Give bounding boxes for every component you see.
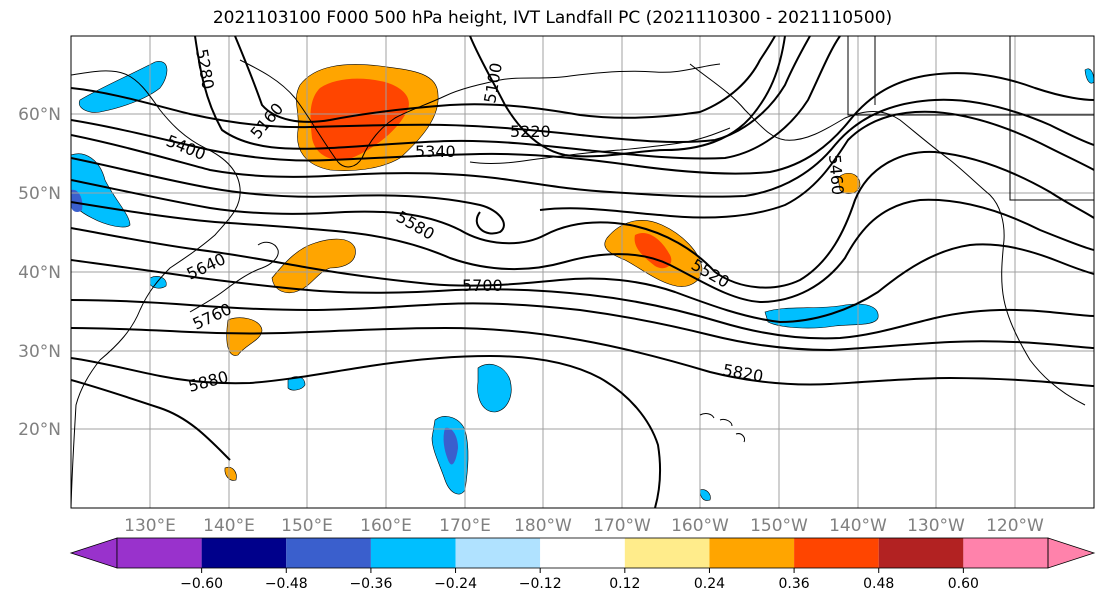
contour-5700 <box>71 259 1094 340</box>
contour-5400 <box>71 98 1094 198</box>
contour-5580 <box>71 198 1094 304</box>
ivt-neg-small-3 <box>699 489 711 501</box>
contour-5460 <box>71 110 1094 235</box>
lon-label-150w: 150°W <box>750 516 808 536</box>
colorbar-tick-label: 0.36 <box>779 576 810 592</box>
colorbar-tick-label: −0.12 <box>519 576 562 592</box>
colorbar-bin <box>624 538 710 568</box>
colorbar-tick-label: 0.60 <box>948 576 979 592</box>
colorbar-bins <box>117 538 1048 568</box>
coast-aleutians <box>469 127 731 164</box>
colorbar-bin <box>201 538 287 568</box>
ivt-neg-small-4 <box>1084 68 1094 84</box>
ivt-small-3 <box>224 467 237 481</box>
colorbar-bin <box>709 538 795 568</box>
coastlines <box>71 36 1094 508</box>
colorbar-bin <box>878 538 964 568</box>
colorbar-bin <box>540 538 625 568</box>
ivt-kamchatka-core <box>310 78 409 160</box>
ivt-ne-pacific-core <box>634 232 672 269</box>
lat-label-30: 30°N <box>18 342 61 362</box>
contour-5820 <box>71 326 1094 387</box>
lon-label-140w: 140°W <box>829 516 887 536</box>
coast-hawaii <box>699 413 745 443</box>
colorbar-tick-label: 0.48 <box>863 576 894 592</box>
ivt-neg-hawaii-w-core <box>443 427 458 465</box>
contour-5640 <box>71 227 1094 324</box>
colorbar-tick-label: 0.24 <box>694 576 725 592</box>
lon-label-130w: 130°W <box>907 516 965 536</box>
coast-asia <box>71 70 241 508</box>
colorbar-tick-label: 0.12 <box>609 576 640 592</box>
contour-5160 <box>234 36 776 123</box>
coast-alaska <box>689 63 1086 406</box>
colorbar-tick-label: −0.60 <box>180 576 223 592</box>
map-title: 2021103100 F000 500 hPa height, IVT Land… <box>212 8 893 28</box>
colorbar-bin <box>455 538 541 568</box>
ivt-neg-mid <box>477 364 512 413</box>
contour-5520 <box>71 150 1094 289</box>
lon-label-180w: 180°W <box>514 516 572 536</box>
lon-label-170e: 170°E <box>439 516 491 536</box>
contour-label-5700: 5700 <box>462 276 503 295</box>
ivt-japan-east <box>271 238 356 293</box>
ivt-neg-small-2 <box>149 276 167 289</box>
coast-kamchatka <box>239 59 721 168</box>
colorbar-tick-label: −0.48 <box>265 576 308 592</box>
coast-canada-bc <box>847 36 1094 201</box>
contour-5880 <box>71 354 662 508</box>
contour-5340 <box>71 72 1094 175</box>
lat-label-50: 50°N <box>18 184 61 204</box>
colorbar-border <box>116 537 1049 569</box>
latitude-labels: 60°N 50°N 40°N 30°N 20°N <box>18 105 61 440</box>
lon-label-150e: 150°E <box>281 516 333 536</box>
contour-5760 <box>71 299 1094 352</box>
map-border <box>70 35 1095 509</box>
colorbar-bin <box>117 538 202 568</box>
lon-label-140e: 140°E <box>203 516 255 536</box>
ivt-neg-west-core <box>71 189 83 213</box>
coast-japan <box>189 241 279 313</box>
contour-label-group: 5280 5100 5160 5400 5220 5340 5460 5580 … <box>164 47 848 395</box>
lon-label-160w: 160°W <box>671 516 729 536</box>
colorbar-tick-label: −0.36 <box>349 576 392 592</box>
colorbar-ticks: −0.60 −0.48 −0.36 −0.24 −0.12 0.12 0.24 0.36 0.4… <box>180 568 979 592</box>
colorbar-max-extension <box>1047 537 1096 569</box>
lon-label-160e: 160°E <box>360 516 412 536</box>
colorbar-bin <box>286 538 371 568</box>
longitude-labels: 130°E 140°E 150°E 160°E 170°E 180°W 170°… <box>124 516 1044 536</box>
colorbar-bin <box>370 538 456 568</box>
contour-5280 <box>194 36 841 160</box>
contour-label-5340: 5340 <box>415 142 456 161</box>
lat-label-60: 60°N <box>18 105 61 125</box>
lon-label-130e: 130°E <box>124 516 176 536</box>
colorbar-bin <box>963 538 1048 568</box>
contour-5880-b <box>71 379 231 461</box>
lat-label-40: 40°N <box>18 263 61 283</box>
contour-label-5460: 5460 <box>825 154 847 196</box>
lon-label-170w: 170°W <box>593 516 651 536</box>
ivt-neg-west-1 <box>78 61 168 113</box>
colorbar-min-extension <box>69 537 118 569</box>
lat-label-20: 20°N <box>18 420 61 440</box>
colorbar: −0.60 −0.48 −0.36 −0.24 −0.12 0.12 0.24 0.36 0.4… <box>69 537 1096 592</box>
contour-5220 <box>71 36 811 144</box>
lon-label-120w: 120°W <box>986 516 1044 536</box>
height-contours <box>71 36 1094 508</box>
colorbar-bin <box>794 538 879 568</box>
contour-label-5220: 5220 <box>510 122 551 141</box>
colorbar-tick-label: −0.24 <box>434 576 477 592</box>
